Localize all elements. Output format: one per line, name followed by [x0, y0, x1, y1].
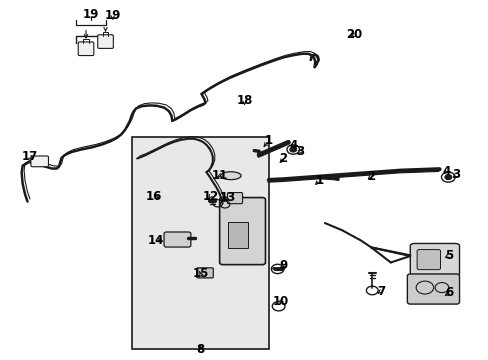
- Text: 6: 6: [444, 287, 452, 300]
- FancyBboxPatch shape: [163, 232, 190, 247]
- FancyBboxPatch shape: [219, 198, 265, 265]
- Ellipse shape: [220, 172, 241, 180]
- Text: 5: 5: [444, 249, 452, 262]
- Text: 20: 20: [346, 28, 362, 41]
- Text: 10: 10: [272, 296, 288, 309]
- Text: 15: 15: [192, 267, 208, 280]
- FancyBboxPatch shape: [78, 42, 94, 55]
- FancyBboxPatch shape: [98, 35, 113, 48]
- Circle shape: [289, 147, 296, 152]
- Text: 19: 19: [104, 9, 121, 22]
- Circle shape: [444, 175, 451, 180]
- FancyBboxPatch shape: [409, 243, 459, 276]
- Text: 13: 13: [219, 191, 235, 204]
- FancyBboxPatch shape: [227, 193, 242, 204]
- FancyBboxPatch shape: [407, 274, 459, 304]
- Text: 8: 8: [196, 343, 204, 356]
- Text: 3: 3: [451, 168, 460, 181]
- Text: 1: 1: [264, 134, 272, 147]
- Text: 17: 17: [22, 150, 38, 163]
- Text: 7: 7: [376, 285, 385, 298]
- Text: 3: 3: [295, 145, 304, 158]
- Text: 2: 2: [366, 170, 375, 183]
- Text: 4: 4: [442, 165, 450, 177]
- FancyBboxPatch shape: [31, 156, 48, 167]
- Text: 4: 4: [288, 139, 297, 152]
- Text: 16: 16: [146, 190, 162, 203]
- FancyBboxPatch shape: [416, 249, 440, 270]
- Text: 2: 2: [279, 152, 287, 165]
- Text: 19: 19: [82, 8, 99, 21]
- Text: 1: 1: [315, 174, 324, 186]
- Text: 9: 9: [279, 259, 287, 272]
- Text: 18: 18: [236, 94, 252, 107]
- Bar: [227, 222, 248, 248]
- Bar: [132, 137, 268, 348]
- Text: 11: 11: [212, 169, 228, 182]
- Text: 12: 12: [202, 190, 218, 203]
- FancyBboxPatch shape: [196, 268, 213, 278]
- Text: 14: 14: [147, 234, 163, 247]
